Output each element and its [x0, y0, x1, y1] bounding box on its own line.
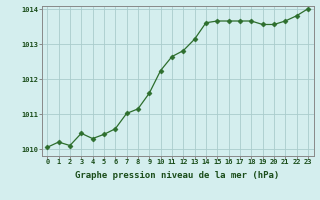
X-axis label: Graphe pression niveau de la mer (hPa): Graphe pression niveau de la mer (hPa) — [76, 171, 280, 180]
